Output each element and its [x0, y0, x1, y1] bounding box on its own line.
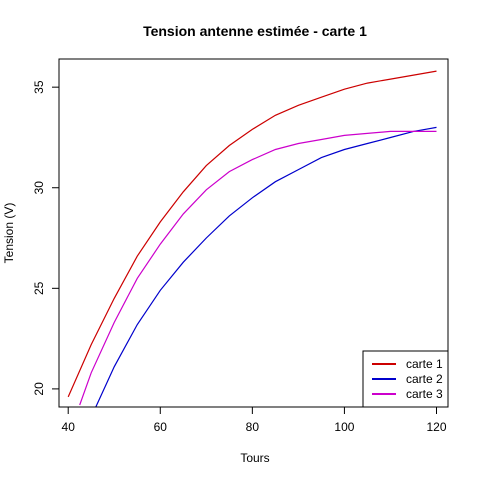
x-tick-label: 40	[62, 420, 76, 434]
x-axis-label: Tours	[240, 451, 269, 465]
y-tick-label: 30	[32, 181, 46, 195]
series-line-3	[79, 130, 437, 406]
x-tick-label: 60	[154, 420, 168, 434]
legend-label-3: carte 3	[406, 387, 443, 401]
chart-title: Tension antenne estimée - carte 1	[143, 23, 367, 39]
y-tick-label: 25	[32, 281, 46, 295]
x-tick-label: 100	[334, 420, 354, 434]
legend-label-1: carte 1	[406, 357, 443, 371]
x-tick-label: 80	[246, 420, 260, 434]
y-tick-label: 20	[32, 382, 46, 396]
y-tick-label: 35	[32, 80, 46, 94]
plot-frame	[58, 58, 449, 408]
series-line-2	[95, 126, 437, 407]
legend-label-2: carte 2	[406, 372, 443, 386]
y-axis-label: Tension (V)	[2, 203, 16, 264]
series-lines	[67, 70, 437, 407]
series-line-1	[67, 70, 437, 398]
x-tick-label: 120	[426, 420, 446, 434]
